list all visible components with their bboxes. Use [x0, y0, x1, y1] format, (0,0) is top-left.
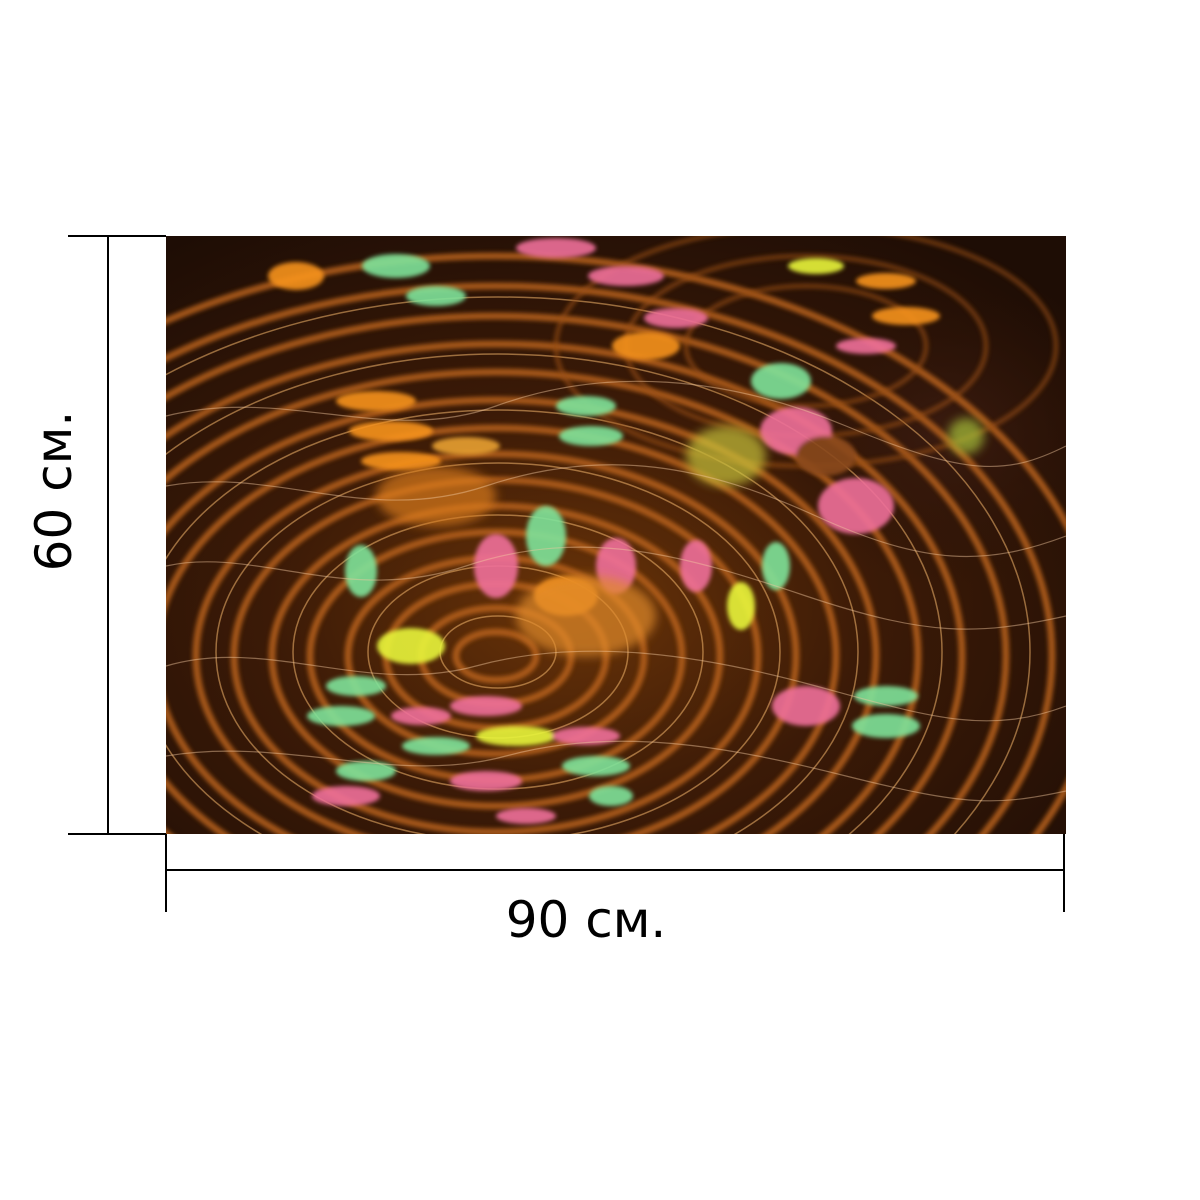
width-label: 90 см. [505, 891, 667, 949]
ripple-artwork [166, 236, 1066, 834]
height-label: 60 см. [25, 410, 83, 572]
artwork-image [166, 236, 1066, 834]
